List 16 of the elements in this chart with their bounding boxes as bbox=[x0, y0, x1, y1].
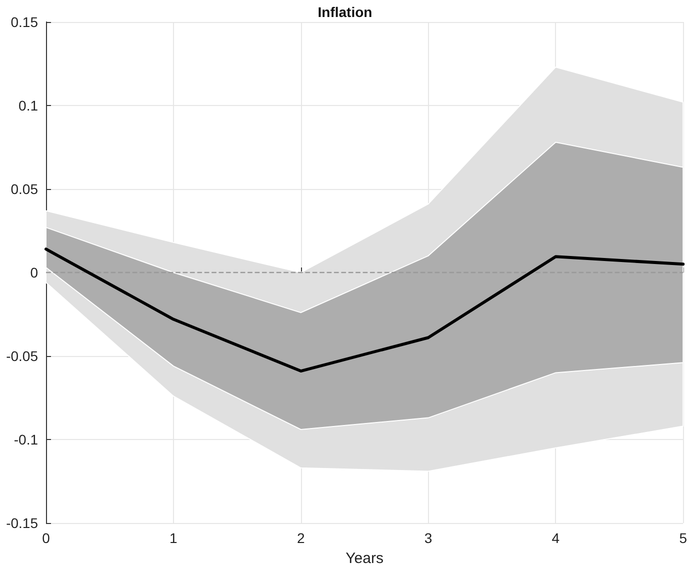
y-tick-label: 0.05 bbox=[10, 181, 38, 197]
line-series bbox=[44, 248, 685, 373]
x-tick-label: 3 bbox=[424, 530, 432, 546]
y-tick-label: -0.15 bbox=[6, 515, 38, 531]
y-tick-label: 0 bbox=[30, 264, 38, 280]
y-tick-label: 0.15 bbox=[10, 14, 38, 30]
y-tick-label: -0.05 bbox=[6, 348, 38, 364]
x-tick-label: 4 bbox=[552, 530, 560, 546]
y-tick-label: 0.1 bbox=[18, 98, 38, 114]
x-tick-label: 1 bbox=[170, 530, 178, 546]
x-tick-label: 0 bbox=[42, 530, 50, 546]
x-tick-label: 2 bbox=[296, 530, 305, 546]
x-tick-label: 5 bbox=[679, 530, 688, 546]
chart-title: Inflation bbox=[318, 4, 372, 20]
x-axis-title: Years bbox=[346, 550, 384, 567]
y-tick-label: -0.1 bbox=[14, 432, 38, 448]
